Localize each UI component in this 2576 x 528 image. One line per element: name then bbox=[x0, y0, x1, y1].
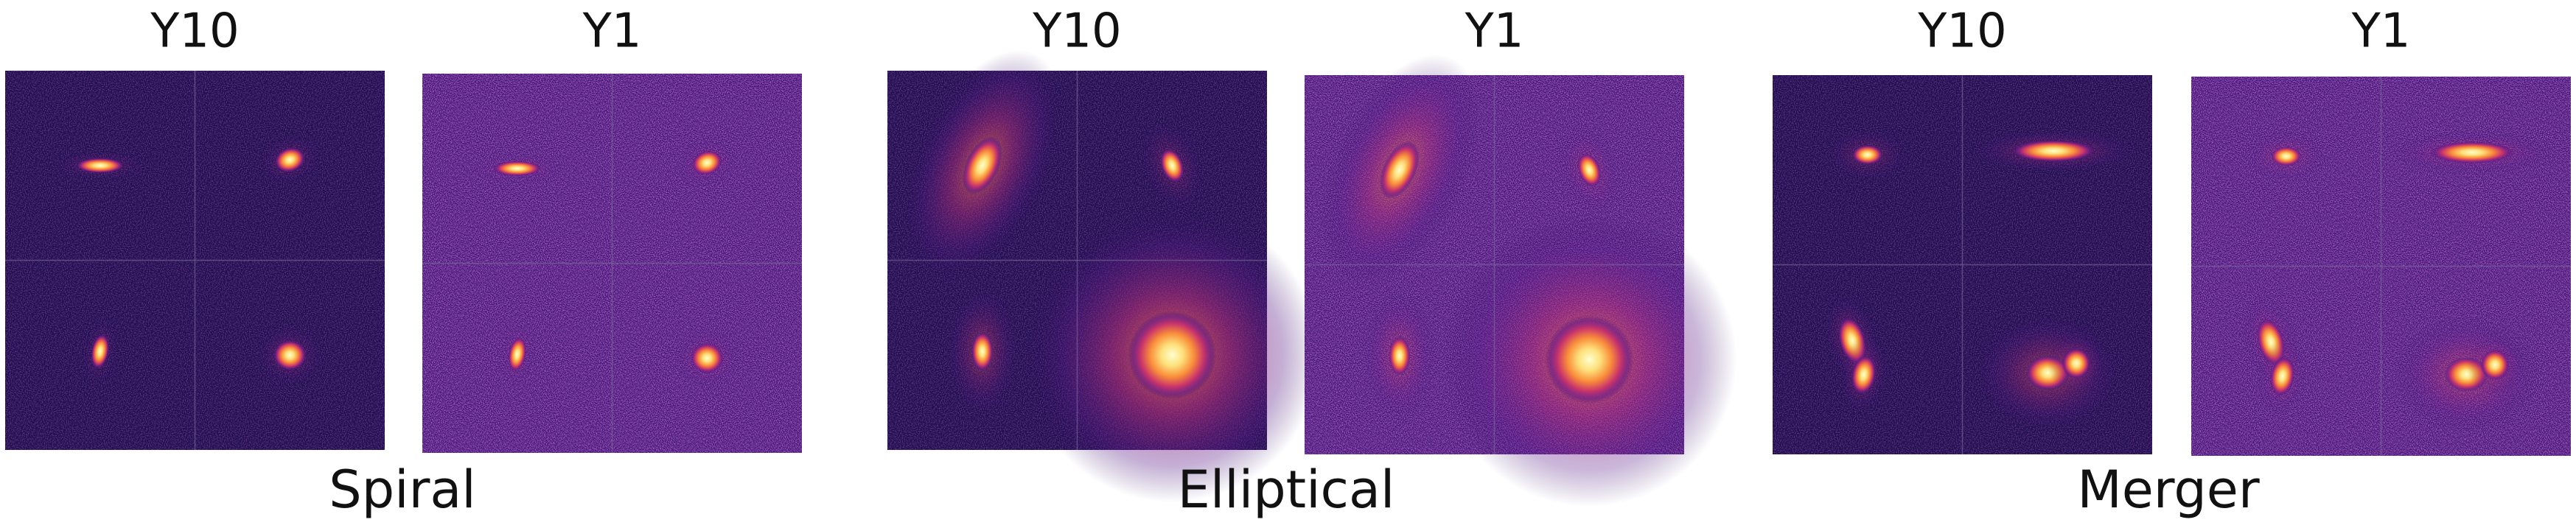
group-label: Spiral bbox=[329, 460, 475, 520]
galaxy-core bbox=[91, 334, 110, 369]
galaxy-core bbox=[2269, 356, 2295, 396]
panel-title: Y1 bbox=[1465, 4, 1524, 59]
galaxy-core bbox=[274, 147, 305, 173]
galaxy-core bbox=[962, 136, 1002, 194]
galaxy-core bbox=[690, 342, 724, 374]
image-panel bbox=[1305, 54, 1737, 507]
galaxy-core bbox=[2270, 146, 2302, 166]
group-label: Elliptical bbox=[1178, 460, 1395, 520]
galaxy-core bbox=[691, 149, 722, 176]
galaxy-core bbox=[1851, 355, 1877, 395]
galaxy-core bbox=[1851, 144, 1883, 165]
galaxy-core bbox=[1577, 152, 1602, 187]
image-panel bbox=[887, 49, 1320, 503]
galaxy-core bbox=[508, 337, 527, 372]
image-panel bbox=[1773, 75, 2152, 454]
image-panel bbox=[2191, 77, 2571, 456]
panel-title: Y1 bbox=[2351, 4, 2411, 59]
panel-title: Y10 bbox=[1917, 4, 2007, 59]
galaxy-core bbox=[1545, 315, 1634, 404]
image-panel bbox=[422, 74, 802, 453]
galaxy-core bbox=[2062, 348, 2091, 379]
galaxy-core bbox=[1128, 311, 1217, 400]
panel-title: Y10 bbox=[150, 4, 240, 59]
group-label: Merger bbox=[2077, 460, 2260, 520]
galaxy-core bbox=[75, 158, 125, 174]
galaxy-core bbox=[492, 161, 542, 177]
galaxy-core bbox=[1388, 336, 1411, 376]
galaxy-core bbox=[971, 331, 994, 372]
image-panel bbox=[5, 71, 385, 450]
galaxy-core bbox=[2430, 141, 2515, 163]
galaxy-core bbox=[2011, 140, 2096, 162]
galaxy-core bbox=[273, 339, 307, 371]
galaxy-core bbox=[2480, 349, 2510, 381]
galaxy-core bbox=[1159, 148, 1184, 183]
panel-title: Y10 bbox=[1032, 4, 1122, 59]
galaxy-core bbox=[1379, 141, 1420, 199]
panel-title: Y1 bbox=[582, 4, 642, 59]
